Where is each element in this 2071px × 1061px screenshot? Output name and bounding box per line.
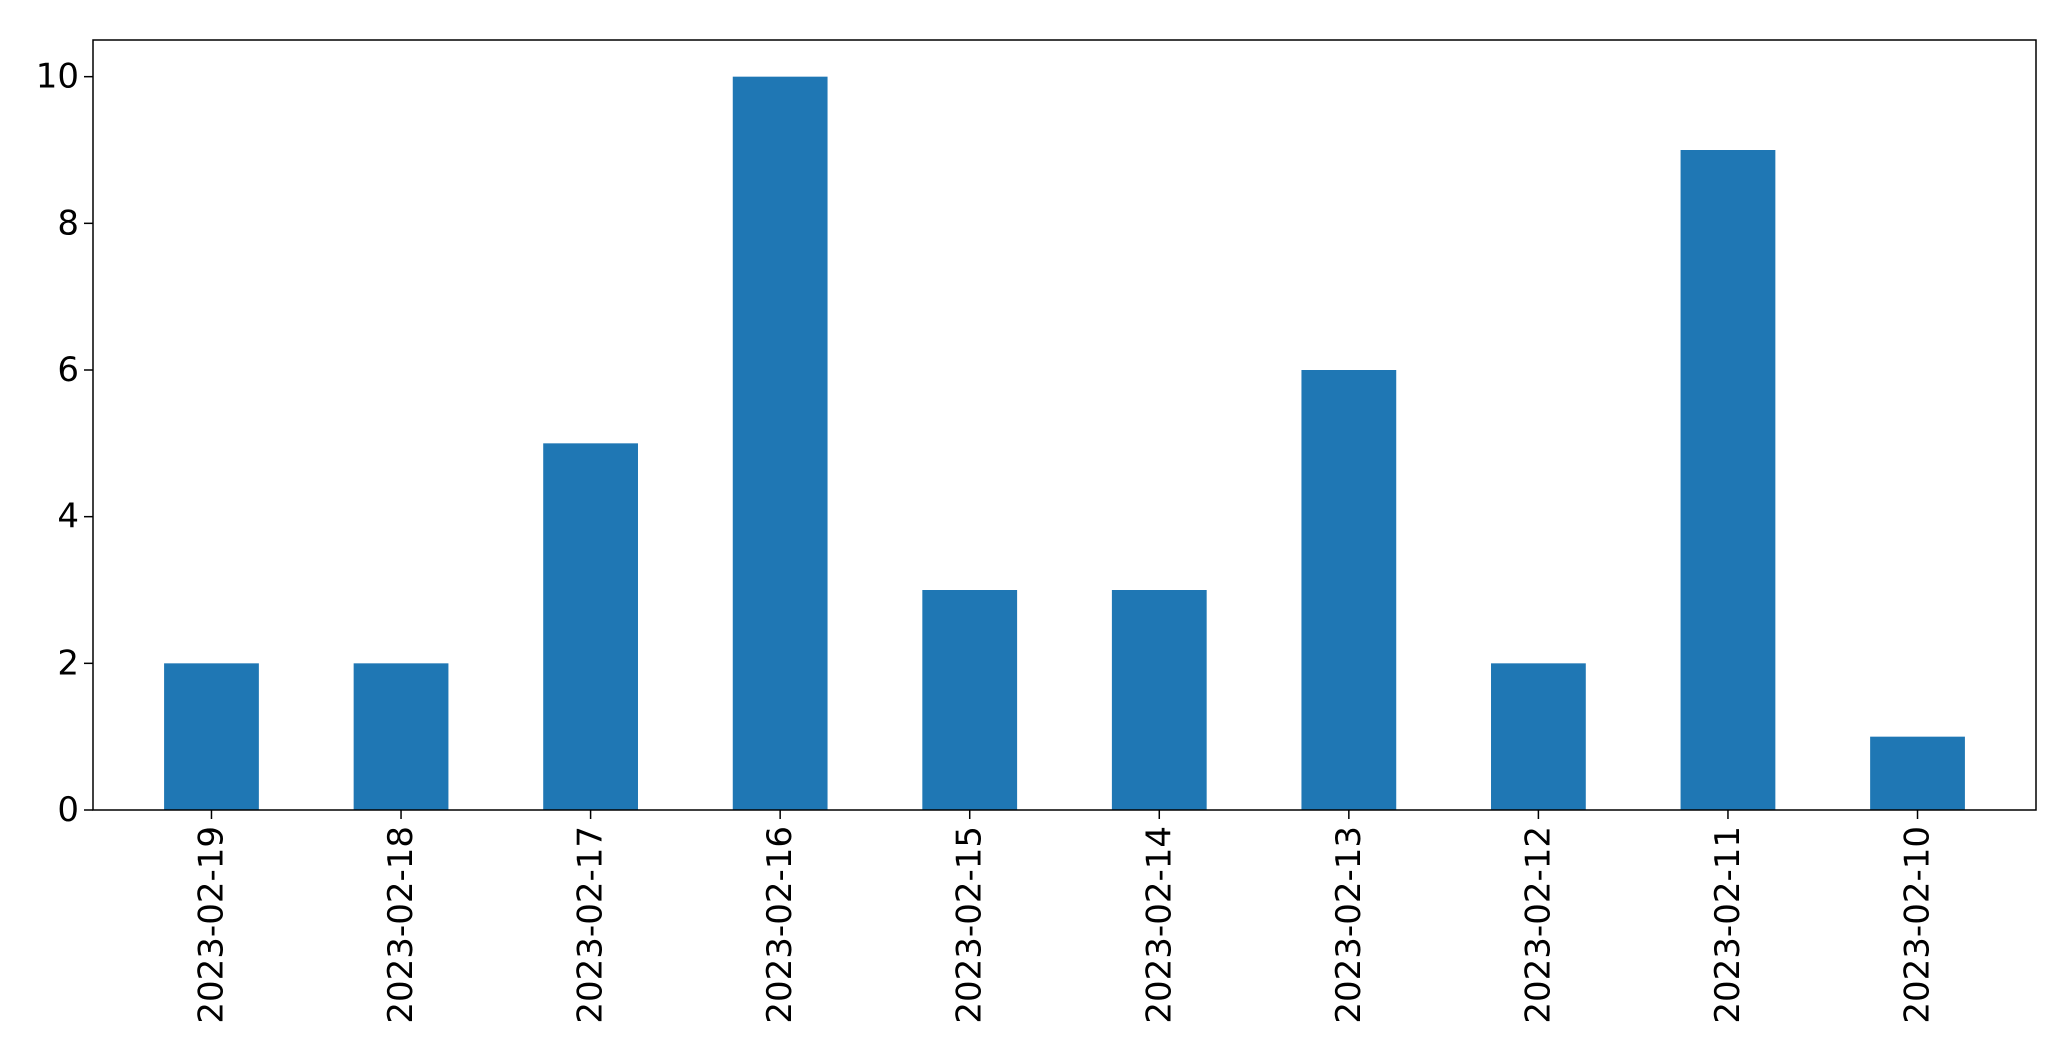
plot-frame [92, 39, 2037, 811]
x-tick-label: 2023-02-13 [1329, 826, 1369, 1024]
x-tick-label: 2023-02-16 [760, 826, 800, 1024]
bar-2023-02-12 [1491, 663, 1586, 810]
x-tick-label: 2023-02-14 [1139, 826, 1179, 1024]
bar-2023-02-11 [1680, 150, 1776, 810]
bar-2023-02-14 [1111, 590, 1207, 810]
x-tick-label: 2023-02-12 [1518, 826, 1558, 1024]
x-tick-label: 2023-02-11 [1708, 826, 1748, 1024]
bar-2023-02-19 [164, 663, 259, 810]
x-tick-label: 2023-02-19 [191, 826, 231, 1024]
x-tick-label: 2023-02-17 [571, 826, 611, 1024]
bar-2023-02-10 [1870, 736, 1965, 810]
x-tick-label: 2023-02-18 [381, 826, 421, 1024]
y-tick-label: 2 [57, 643, 79, 683]
x-tick-label: 2023-02-15 [950, 826, 990, 1024]
x-tick-label: 2023-02-10 [1898, 826, 1938, 1024]
bars-layer [164, 76, 1965, 810]
y-tick-label: 8 [57, 203, 79, 243]
x-axis: 2023-02-19 2023-02-18 2023-02-17 2023-02-16… [191, 810, 1938, 1024]
y-tick-label: 0 [57, 790, 79, 830]
y-tick-label: 4 [57, 497, 79, 537]
bar-2023-02-17 [543, 443, 638, 810]
y-tick-label: 10 [36, 57, 79, 97]
bar-2023-02-18 [353, 663, 449, 810]
bar-2023-02-15 [922, 590, 1018, 810]
bar-2023-02-13 [1301, 370, 1397, 810]
y-tick-label: 6 [57, 350, 79, 390]
y-axis: 0 2 4 6 8 10 [36, 57, 93, 830]
bar-2023-02-16 [732, 76, 828, 810]
